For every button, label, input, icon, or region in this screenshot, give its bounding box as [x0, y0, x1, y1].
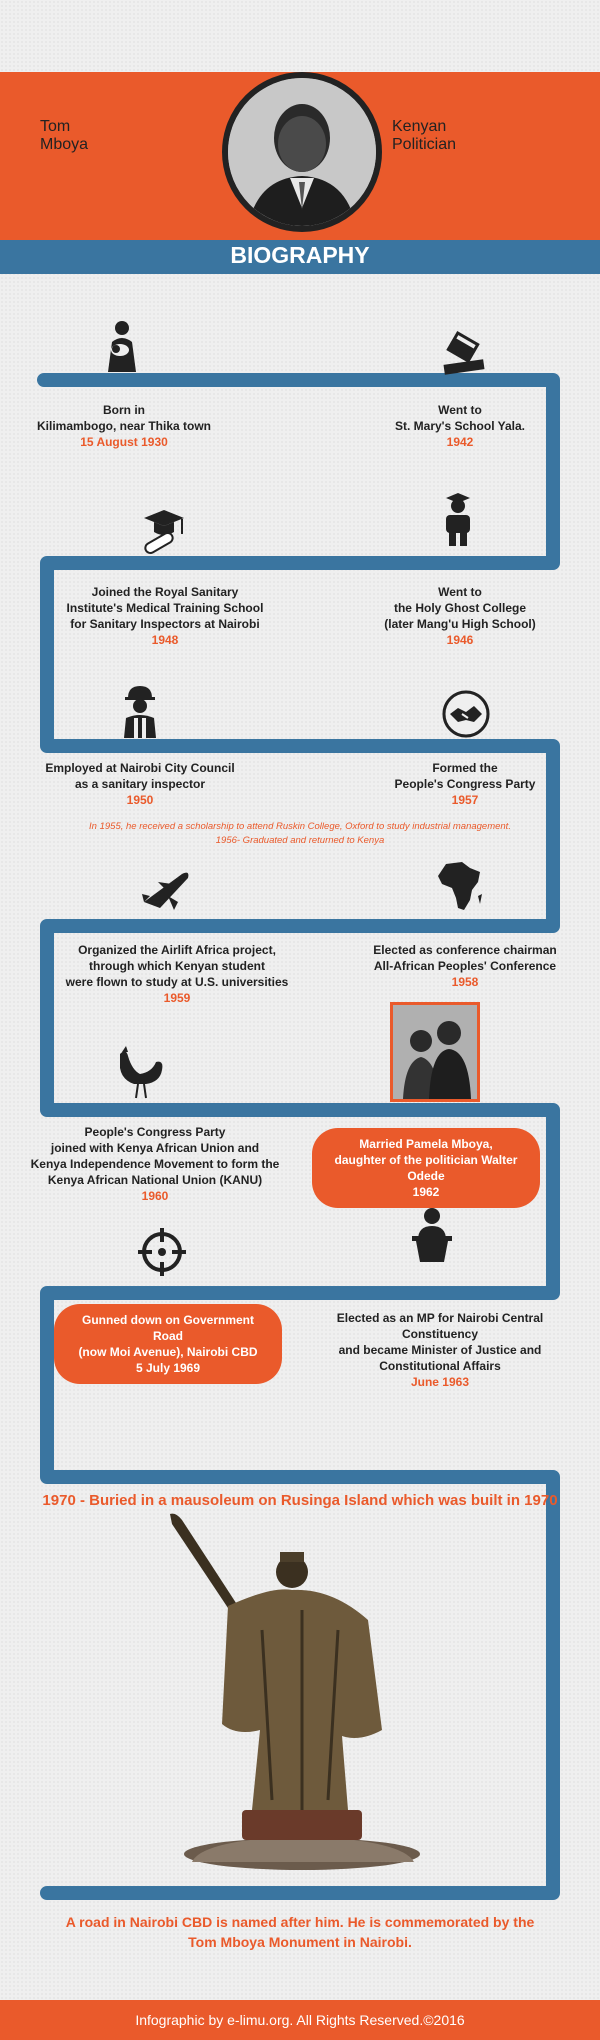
event-text: Gunned down on Government Road — [82, 1313, 254, 1343]
event-text: Went to — [438, 585, 482, 599]
event-text: for Sanitary Inspectors at Nairobi — [70, 617, 260, 631]
event-date: 1962 — [412, 1185, 440, 1199]
worker-icon — [124, 686, 156, 738]
portrait-photo — [222, 72, 382, 232]
event-date: 1948 — [151, 633, 179, 647]
crosshair-icon — [138, 1228, 186, 1276]
event-city-council: Employed at Nairobi City Council as a sa… — [30, 760, 250, 808]
event-date: 1950 — [126, 793, 154, 807]
event-text: Born in — [103, 403, 145, 417]
event-text: as a sanitary inspector — [74, 777, 206, 791]
event-text: Elected as an MP for Nairobi Central Con… — [336, 1311, 544, 1341]
event-text: (later Mang'u High School) — [384, 617, 536, 631]
note-line: In 1955, he received a scholarship to at… — [89, 821, 511, 832]
event-congress-party: Formed the People's Congress Party 1957 — [370, 760, 560, 808]
event-st-marys: Went to St. Mary's School Yala. 1942 — [360, 402, 560, 450]
event-text: and became Minister of Justice and — [338, 1343, 542, 1357]
burial-caption: 1970 - Buried in a mausoleum on Rusinga … — [42, 1492, 558, 1509]
rooster-icon — [120, 1046, 163, 1099]
closing-statement: A road in Nairobi CBD is named after him… — [30, 1912, 570, 1952]
event-text: All-African Peoples' Conference — [373, 959, 557, 973]
event-text: Formed the — [432, 761, 498, 775]
event-text: the Holy Ghost College — [393, 601, 526, 615]
event-text: Kenya Independence Movement to form the — [30, 1157, 280, 1171]
event-text: Married Pamela Mboya, — [359, 1137, 493, 1151]
books-icon — [443, 330, 485, 375]
event-kanu: People's Congress Party joined with Keny… — [20, 1124, 290, 1204]
event-sanitary-institute: Joined the Royal Sanitary Institute's Me… — [40, 584, 290, 648]
event-text: Kilimambogo, near Thika town — [36, 419, 212, 433]
event-mp-minister: Elected as an MP for Nairobi Central Con… — [300, 1310, 580, 1390]
mother-baby-icon — [108, 321, 136, 372]
event-text: (now Moi Avenue), Nairobi CBD — [78, 1345, 258, 1359]
event-date: 1960 — [141, 1189, 169, 1203]
event-date: June 1963 — [410, 1375, 470, 1389]
event-text: People's Congress Party — [394, 777, 536, 791]
event-date: 1946 — [446, 633, 474, 647]
event-text: Institute's Medical Training School — [66, 601, 264, 615]
event-text: St. Mary's School Yala. — [394, 419, 526, 433]
event-birth: Born in Kilimambogo, near Thika town 15 … — [14, 402, 234, 450]
event-text: Constitutional Affairs — [379, 1359, 501, 1373]
graduate-person-icon — [446, 493, 470, 546]
footer-credit: Infographic by e-limu.org. All Rights Re… — [0, 2000, 600, 2040]
scholarship-note: In 1955, he received a scholarship to at… — [40, 820, 560, 848]
event-text: Organized the Airlift Africa project, — [78, 943, 276, 957]
event-chairman: Elected as conference chairman All-Afric… — [360, 942, 570, 990]
event-date: 15 August 1930 — [80, 435, 168, 449]
africa-map-icon — [438, 862, 482, 910]
event-date: 1958 — [451, 975, 479, 989]
event-text: were flown to study at U.S. universities — [65, 975, 289, 989]
event-holy-ghost: Went to the Holy Ghost College (later Ma… — [360, 584, 560, 648]
header-name-line: Tom — [40, 118, 71, 135]
closing-line: Tom Mboya Monument in Nairobi. — [188, 1934, 412, 1950]
note-line: 1956- Graduated and returned to Kenya — [215, 835, 385, 846]
graduation-cap-diploma-icon — [144, 510, 184, 554]
event-date: 1959 — [163, 991, 191, 1005]
event-text: Joined the Royal Sanitary — [91, 585, 239, 599]
section-title: BIOGRAPHY — [230, 242, 370, 268]
event-text: People's Congress Party — [84, 1125, 226, 1139]
biography-band — [0, 240, 600, 274]
header-name-line: Mboya — [40, 136, 89, 153]
header-role: Kenyan Politician — [392, 118, 542, 154]
event-text: Went to — [438, 403, 482, 417]
event-text: daughter of the politician Walter Odede — [334, 1153, 518, 1183]
event-marriage: Married Pamela Mboya, daughter of the po… — [312, 1128, 540, 1208]
event-date: 1942 — [446, 435, 474, 449]
header-role-line: Politician — [392, 136, 457, 153]
couple-photo — [390, 1002, 480, 1102]
event-date: 5 July 1969 — [135, 1361, 201, 1375]
event-assassination: Gunned down on Government Road (now Moi … — [54, 1304, 282, 1384]
closing-line: A road in Nairobi CBD is named after him… — [65, 1914, 535, 1930]
event-date: 1957 — [451, 793, 479, 807]
header-role-line: Kenyan — [392, 118, 447, 135]
monument-statue — [170, 1513, 420, 1870]
event-text: Employed at Nairobi City Council — [45, 761, 235, 775]
handshake-icon — [442, 690, 490, 738]
event-text: Kenya African National Union (KANU) — [47, 1173, 263, 1187]
event-text: through which Kenyan student — [89, 959, 265, 973]
speaker-podium-icon — [412, 1208, 452, 1262]
event-airlift: Organized the Airlift Africa project, th… — [52, 942, 302, 1006]
event-text: Elected as conference chairman — [373, 943, 557, 957]
header-name: Tom Mboya — [40, 118, 170, 154]
airplane-icon — [142, 872, 189, 910]
event-text: joined with Kenya African Union and — [50, 1141, 260, 1155]
